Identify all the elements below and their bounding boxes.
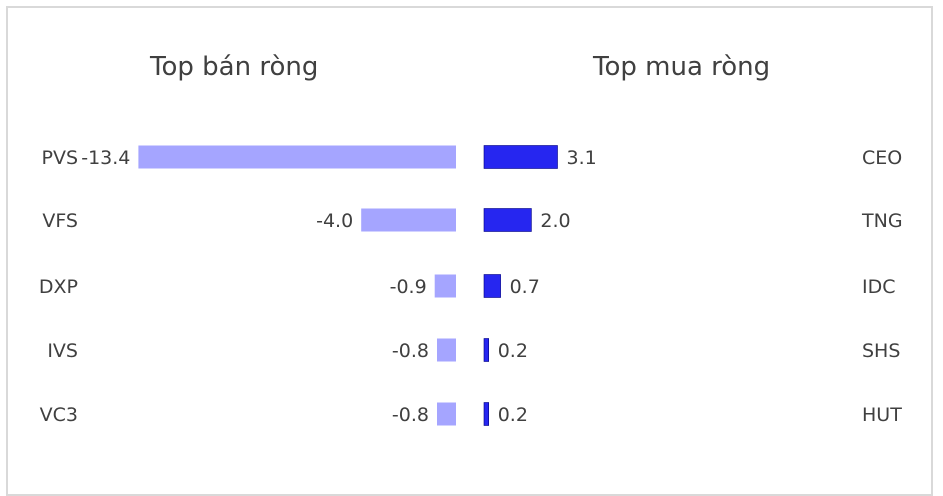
chart-frame [6, 6, 933, 496]
buy-value-label: 0.7 [510, 276, 540, 298]
sell-category-label: VFS [42, 210, 78, 232]
sell-value-label: -0.8 [392, 404, 429, 426]
sell-category-label: IVS [47, 340, 78, 362]
buy-category-label: IDC [862, 276, 896, 298]
sell-category-label: PVS [41, 147, 78, 169]
sell-value-label: -4.0 [316, 210, 353, 232]
buy-chart-title: Top mua ròng [593, 52, 771, 82]
buy-bar-shs [483, 338, 489, 362]
buy-bar-idc [483, 274, 501, 298]
buy-category-label: CEO [862, 147, 902, 169]
buy-category-label: HUT [862, 404, 902, 426]
buy-value-label: 0.2 [498, 340, 528, 362]
sell-bar-ivs [437, 338, 456, 362]
sell-value-label: -0.9 [390, 276, 427, 298]
buy-value-label: 2.0 [540, 210, 570, 232]
buy-bar-ceo [483, 145, 558, 169]
buy-value-label: 3.1 [567, 147, 597, 169]
sell-value-label: -13.4 [81, 147, 130, 169]
sell-bar-vc3 [437, 402, 456, 426]
buy-series: 3.1 CEO 2.0 TNG 0.7 IDC 0.2 SHS 0.2 HUT [483, 145, 903, 426]
buy-category-label: SHS [862, 340, 900, 362]
sell-bar-vfs [361, 208, 456, 232]
sell-bar-dxp [434, 274, 456, 298]
sell-chart-title: Top bán ròng [150, 52, 319, 82]
buy-category-label: TNG [861, 210, 903, 232]
sell-category-label: DXP [39, 276, 78, 298]
buy-bar-hut [483, 402, 489, 426]
sell-bar-pvs [138, 145, 456, 169]
buy-bar-tng [483, 208, 532, 232]
sell-category-label: VC3 [40, 404, 78, 426]
buy-value-label: 0.2 [498, 404, 528, 426]
sell-value-label: -0.8 [392, 340, 429, 362]
